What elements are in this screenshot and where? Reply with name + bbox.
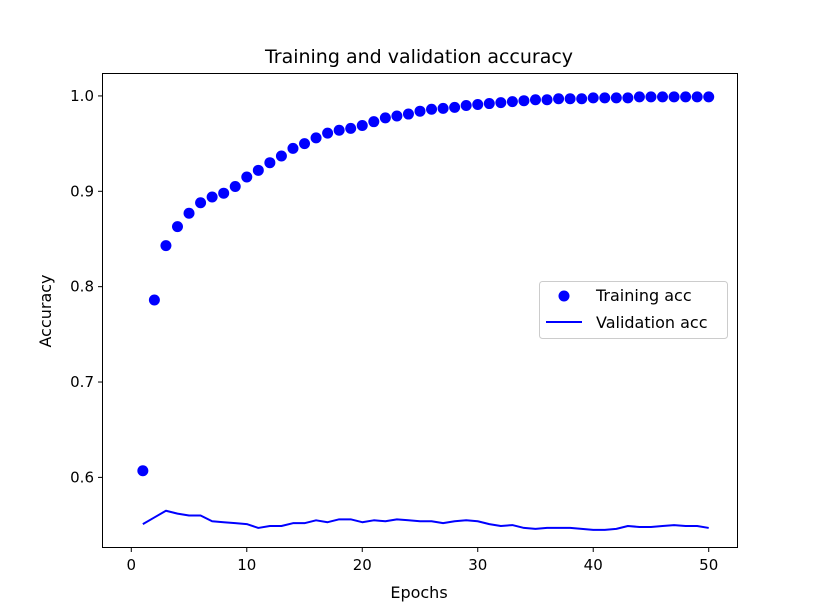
y-tick-label: 0.6	[70, 468, 94, 486]
training-acc-point	[414, 105, 426, 117]
training-acc-point	[368, 116, 380, 128]
training-acc-point	[657, 91, 669, 103]
legend-training-label: Training acc	[595, 286, 692, 305]
y-axis-label: Accuracy	[36, 274, 55, 347]
training-acc-point	[287, 142, 299, 154]
y-tick-label: 0.8	[70, 278, 94, 296]
training-acc-point	[241, 171, 253, 183]
training-acc-point	[426, 103, 438, 115]
x-tick-label: 50	[699, 556, 718, 574]
training-acc-point	[218, 187, 230, 199]
x-axis-label: Epochs	[390, 583, 447, 602]
training-acc-point	[587, 92, 599, 104]
training-acc-point	[633, 91, 645, 103]
training-acc-point	[275, 150, 287, 162]
training-acc-point	[622, 92, 634, 104]
training-acc-point	[529, 94, 541, 106]
validation-acc-line	[142, 509, 709, 531]
x-tick-label: 10	[237, 556, 256, 574]
training-acc-point	[610, 92, 622, 104]
training-acc-point	[206, 191, 218, 203]
training-acc-point	[645, 91, 657, 103]
training-acc-point	[599, 92, 611, 104]
training-acc-point	[252, 164, 264, 176]
training-acc-point	[576, 93, 588, 105]
training-acc-point	[483, 98, 495, 110]
training-acc-point	[541, 94, 553, 106]
legend-training-marker	[558, 290, 570, 302]
training-acc-point	[299, 138, 311, 150]
training-acc-point	[437, 102, 449, 114]
chart-title: Training and validation accuracy	[264, 46, 573, 68]
legend-box	[539, 281, 728, 339]
training-acc-point	[379, 112, 391, 124]
training-acc-point	[668, 91, 680, 103]
x-tick-label: 30	[468, 556, 487, 574]
y-tick-label: 0.9	[70, 182, 94, 200]
x-tick-label: 20	[353, 556, 372, 574]
training-acc-point	[553, 93, 565, 105]
training-acc-point	[506, 96, 518, 108]
training-acc-point	[333, 124, 345, 136]
legend-validation-label: Validation acc	[596, 313, 708, 332]
y-tick-label: 0.7	[70, 373, 94, 391]
training-acc-point	[691, 91, 703, 103]
training-acc-point	[195, 197, 207, 209]
training-acc-point	[264, 157, 276, 169]
training-acc-point	[564, 93, 576, 105]
training-acc-point	[495, 97, 507, 109]
training-acc-point	[171, 221, 183, 233]
training-acc-point	[310, 132, 322, 144]
plot-frame	[102, 73, 738, 548]
training-acc-point	[391, 110, 403, 122]
training-acc-point	[460, 99, 472, 111]
training-acc-point	[229, 181, 241, 193]
x-tick-label: 0	[127, 556, 137, 574]
y-tick-label: 1.0	[70, 87, 94, 105]
training-acc-point	[160, 240, 172, 252]
training-acc-point	[322, 127, 334, 139]
training-acc-point	[345, 122, 357, 134]
training-acc-point	[137, 465, 149, 477]
training-acc-point	[356, 120, 368, 131]
training-acc-point	[183, 207, 195, 219]
legend: Training acc Validation acc	[539, 281, 728, 339]
training-acc-point	[449, 101, 461, 113]
training-acc-point	[472, 99, 484, 111]
training-acc-point	[680, 91, 692, 103]
training-acc-point	[402, 108, 414, 120]
training-acc-point	[703, 91, 715, 103]
training-acc-point	[148, 294, 160, 306]
training-acc-point	[518, 95, 530, 107]
x-tick-label: 40	[584, 556, 603, 574]
